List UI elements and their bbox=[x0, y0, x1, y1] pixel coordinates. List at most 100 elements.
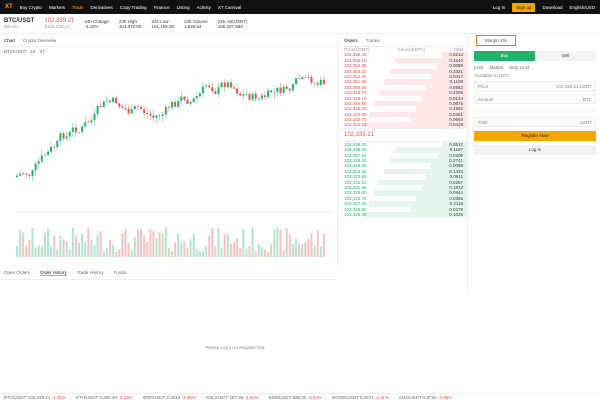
book-row[interactable]: 102,334.25 0.1433 bbox=[340, 168, 467, 175]
login-button[interactable]: Log in bbox=[474, 145, 596, 155]
book-row[interactable]: 102,338.60 0.1187 bbox=[340, 147, 467, 153]
book-price: 102,350.25 bbox=[344, 84, 367, 90]
candle bbox=[127, 108, 130, 114]
volume-bar bbox=[127, 243, 130, 257]
book-row[interactable]: 102,328.70 0.0365 bbox=[340, 195, 467, 202]
strip-item[interactable]: BTC/USDT 102,339.21 -1.25% bbox=[4, 395, 66, 400]
book-amount: 0.1187 bbox=[449, 147, 463, 153]
strip-item[interactable]: ADA/USDT 0.9725 -3.36% bbox=[399, 395, 452, 400]
book-row[interactable]: 102,352.60 0.0417 bbox=[340, 73, 467, 80]
candle bbox=[276, 87, 279, 92]
candle bbox=[161, 114, 164, 117]
price-input[interactable]: Price 102,339.21 USDT bbox=[474, 81, 596, 91]
total-input[interactable]: Total USDT bbox=[474, 117, 596, 127]
margin-box[interactable]: Margin 20x bbox=[476, 35, 517, 46]
strip-item[interactable]: XRP/USDT 2.3412 -3.05% bbox=[143, 395, 196, 400]
candle bbox=[136, 106, 139, 108]
nav-item[interactable]: XT Carnival bbox=[217, 4, 242, 10]
order-type[interactable]: Stop Limit bbox=[509, 65, 530, 70]
book-row[interactable]: 102,335.00 0.0098 bbox=[340, 163, 467, 169]
book-row[interactable]: 102,337.10 0.0306 bbox=[340, 152, 467, 159]
buy-tab[interactable]: Buy bbox=[474, 51, 535, 61]
tab[interactable]: Trade History bbox=[76, 270, 104, 275]
book-row[interactable]: 102,326.90 0.0479 bbox=[340, 206, 467, 212]
brand[interactable]: XT bbox=[5, 4, 13, 10]
trade-panel: Margin 20x Buy Sell Limit Market Stop Li… bbox=[470, 35, 600, 200]
nav-item[interactable]: Activity bbox=[196, 4, 211, 10]
download-link[interactable]: Download bbox=[542, 4, 563, 10]
stat-label: 24h Volume bbox=[183, 18, 208, 24]
tab[interactable]: Chart bbox=[4, 38, 16, 43]
volume-bar bbox=[226, 234, 229, 257]
candle bbox=[40, 155, 43, 162]
book-row[interactable]: 102,341.20 0.0428 bbox=[340, 122, 467, 128]
candle bbox=[47, 151, 49, 156]
tab[interactable]: Orders bbox=[344, 38, 358, 43]
book-row[interactable]: 102,351.00 0.1108 bbox=[340, 79, 467, 85]
volume-bar bbox=[242, 228, 245, 257]
book-row[interactable]: 102,336.40 0.2741 bbox=[340, 158, 467, 164]
candle bbox=[217, 87, 220, 94]
book-row[interactable]: 102,342.75 0.0693 bbox=[340, 117, 467, 123]
book-row[interactable]: 102,327.40 0.2118 bbox=[340, 201, 467, 207]
candle bbox=[267, 90, 270, 97]
candle bbox=[167, 106, 170, 108]
strip-item[interactable]: SOL/USDT 187.36 -2.62% bbox=[206, 395, 259, 400]
depth-bar bbox=[384, 79, 467, 85]
amount-input[interactable]: Amount BTC bbox=[474, 94, 596, 104]
tab[interactable]: Trades bbox=[365, 38, 380, 43]
order-type[interactable]: Limit bbox=[474, 65, 484, 70]
book-row[interactable]: 102,332.10 0.0257 bbox=[340, 179, 467, 185]
tab[interactable]: Order History bbox=[40, 270, 67, 276]
volume-bar bbox=[16, 245, 18, 257]
slider[interactable] bbox=[474, 110, 596, 111]
stat-value: 1,528.64 bbox=[183, 23, 202, 29]
nav-item[interactable]: Trade bbox=[71, 4, 84, 10]
strip-item[interactable]: ETH/USDT 3,285.40 -2.10% bbox=[76, 395, 133, 400]
strip-price: 688.20 bbox=[292, 395, 307, 400]
candle bbox=[124, 107, 127, 109]
volume-bar bbox=[84, 243, 87, 257]
nav-item[interactable]: Derivatives bbox=[90, 4, 113, 10]
nav-item[interactable]: Buy Crypto bbox=[19, 4, 42, 10]
book-row[interactable]: 102,344.00 0.0251 bbox=[340, 111, 467, 118]
tab[interactable]: Open Orders bbox=[4, 270, 31, 275]
signup-button[interactable]: Sign up bbox=[512, 2, 536, 12]
order-type[interactable]: Market bbox=[489, 65, 504, 70]
book-row[interactable]: 102,348.10 0.0134 bbox=[340, 95, 467, 101]
volume-bar bbox=[164, 227, 167, 257]
candle bbox=[239, 93, 242, 96]
book-row[interactable]: 102,330.00 0.0944 bbox=[340, 190, 467, 196]
book-row[interactable]: 102,349.70 0.2205 bbox=[340, 90, 467, 96]
language[interactable]: English/USD bbox=[569, 4, 595, 10]
price-usd: $102,339.21 bbox=[44, 24, 70, 29]
book-row[interactable]: 102,331.50 0.1872 bbox=[340, 184, 467, 191]
strip-item[interactable]: DOGE/USDT 0.3371 -4.11% bbox=[331, 395, 389, 400]
book-row[interactable]: 102,353.20 0.3321 bbox=[340, 68, 467, 74]
tab[interactable]: Crypto Overview bbox=[23, 38, 57, 43]
book-row[interactable]: 102,339.20 0.0512 bbox=[340, 141, 467, 148]
book-row[interactable]: 102,355.10 0.1540 bbox=[340, 57, 467, 64]
book-row[interactable]: 102,350.25 0.0562 bbox=[340, 84, 467, 91]
book-row[interactable]: 102,345.30 0.1962 bbox=[340, 106, 467, 112]
book-row[interactable]: 102,325.30 0.1026 bbox=[340, 211, 467, 218]
nav-item[interactable]: Markets bbox=[48, 4, 65, 10]
sell-tab[interactable]: Sell bbox=[535, 51, 596, 61]
nav-item[interactable]: Listing bbox=[176, 4, 190, 10]
strip-pair: DOGE/USDT bbox=[331, 395, 359, 400]
book-row[interactable]: 102,333.80 0.0611 bbox=[340, 174, 467, 180]
tab[interactable]: Funds bbox=[113, 270, 127, 275]
book-row[interactable]: 102,354.85 0.0089 bbox=[340, 63, 467, 69]
last-price: 102,339.21 bbox=[44, 18, 75, 24]
strip-item[interactable]: BNB/USDT 688.20 -0.84% bbox=[269, 395, 322, 400]
register-button[interactable]: Register Now bbox=[474, 131, 596, 141]
nav-item[interactable]: Finance bbox=[153, 4, 170, 10]
book-row[interactable]: 102,346.90 0.0875 bbox=[340, 100, 467, 107]
pair[interactable]: BTC/USDT bbox=[4, 18, 35, 24]
nav-item[interactable]: Copy Trading bbox=[119, 4, 147, 10]
login-link[interactable]: Log In bbox=[492, 4, 506, 10]
book-row[interactable]: 102,356.40 0.0213 bbox=[340, 52, 467, 58]
book-amount: 0.0693 bbox=[449, 117, 463, 123]
book-price: 102,333.80 bbox=[344, 174, 367, 180]
